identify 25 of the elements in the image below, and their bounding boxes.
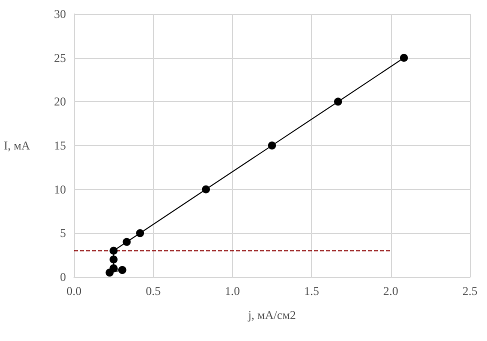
y-tick-label: 5 — [60, 226, 66, 240]
x-tick-label: 1.0 — [224, 284, 240, 298]
x-axis-title: j, мА/см2 — [247, 308, 296, 322]
y-tick-label: 20 — [54, 94, 66, 109]
point — [400, 54, 408, 62]
point — [110, 264, 118, 272]
y-axis-title: I, мА — [4, 138, 30, 152]
point — [202, 185, 210, 194]
point — [110, 246, 118, 255]
point — [334, 98, 342, 106]
x-tick-label: 2.0 — [383, 284, 398, 298]
point — [110, 255, 118, 264]
point — [268, 142, 276, 150]
x-tick-label: 1.5 — [304, 284, 320, 298]
y-tick-label: 30 — [54, 7, 66, 21]
y-tick-label: 25 — [54, 50, 66, 65]
x-tick-label: 0.0 — [66, 284, 82, 298]
x-tick-label: 2.5 — [462, 284, 478, 298]
y-tick-label: 15 — [54, 138, 66, 152]
x-tick-label: 0.5 — [146, 284, 161, 298]
y-tick-label: 0 — [60, 270, 66, 284]
y-tick-label: 10 — [54, 182, 66, 196]
point — [118, 266, 126, 274]
point — [122, 238, 131, 246]
point — [136, 229, 144, 238]
